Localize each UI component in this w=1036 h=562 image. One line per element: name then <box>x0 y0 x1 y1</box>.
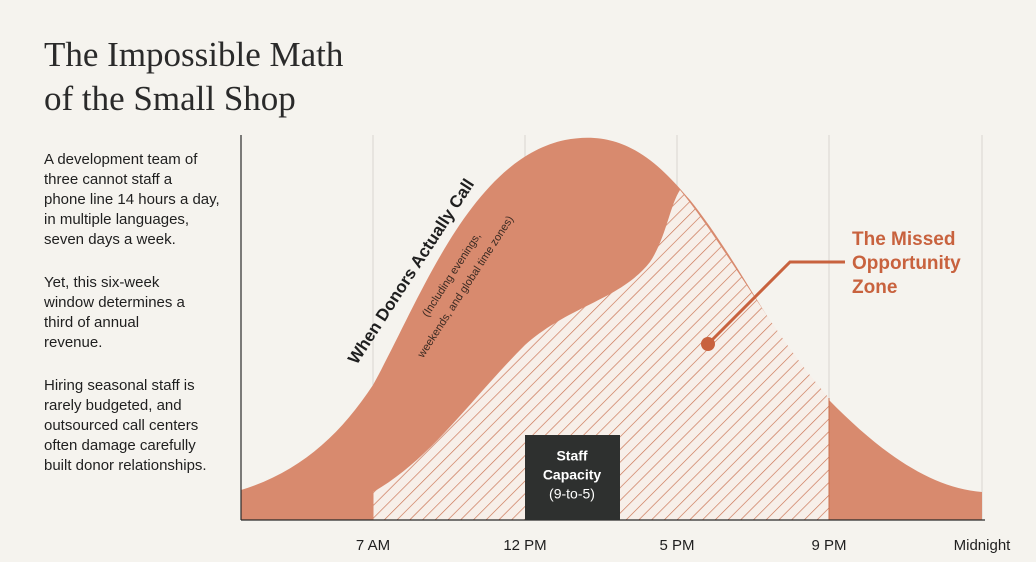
x-tick-label: 12 PM <box>503 537 546 554</box>
paragraph-line: Hiring seasonal staff is <box>44 377 195 394</box>
zone-label: Opportunity <box>852 253 961 274</box>
zone-label: Zone <box>852 277 897 298</box>
paragraph-line: third of annual <box>44 314 139 331</box>
title-line: The Impossible Math <box>44 35 344 74</box>
paragraph-line: seven days a week. <box>44 231 176 248</box>
paragraph-line: outsourced call centers <box>44 417 198 434</box>
x-tick-label: 9 PM <box>811 537 846 554</box>
paragraph-line: three cannot staff a <box>44 171 173 188</box>
x-tick-label: 7 AM <box>356 537 390 554</box>
paragraph-line: in multiple languages, <box>44 211 189 228</box>
missed-zone <box>373 190 829 520</box>
connector <box>706 260 845 346</box>
paragraph-line: phone line 14 hours a day, <box>44 191 220 208</box>
title-line: of the Small Shop <box>44 79 296 118</box>
connector-dot <box>701 337 715 351</box>
paragraph-line: built donor relationships. <box>44 457 207 474</box>
paragraph-line: A development team of <box>44 151 198 168</box>
staff-box <box>525 435 620 520</box>
paragraph-line: revenue. <box>44 334 102 351</box>
x-tick-label: 5 PM <box>659 537 694 554</box>
paragraph-line: Yet, this six-week <box>44 274 160 291</box>
x-tick-label: Midnight <box>954 537 1012 554</box>
box-label: Capacity <box>543 467 602 483</box>
body-text: A development team of three cannot staff … <box>43 151 220 474</box>
box-label: Staff <box>556 448 587 464</box>
x-ticks: 7 AM 12 PM 5 PM 9 PM Midnight <box>356 537 1011 554</box>
paragraph-line: rarely budgeted, and <box>44 397 182 414</box>
paragraph-line: window determines a <box>43 294 186 311</box>
box-label: (9-to-5) <box>549 486 595 502</box>
zone-label: The Missed <box>852 229 955 250</box>
paragraph-line: often damage carefully <box>44 437 196 454</box>
